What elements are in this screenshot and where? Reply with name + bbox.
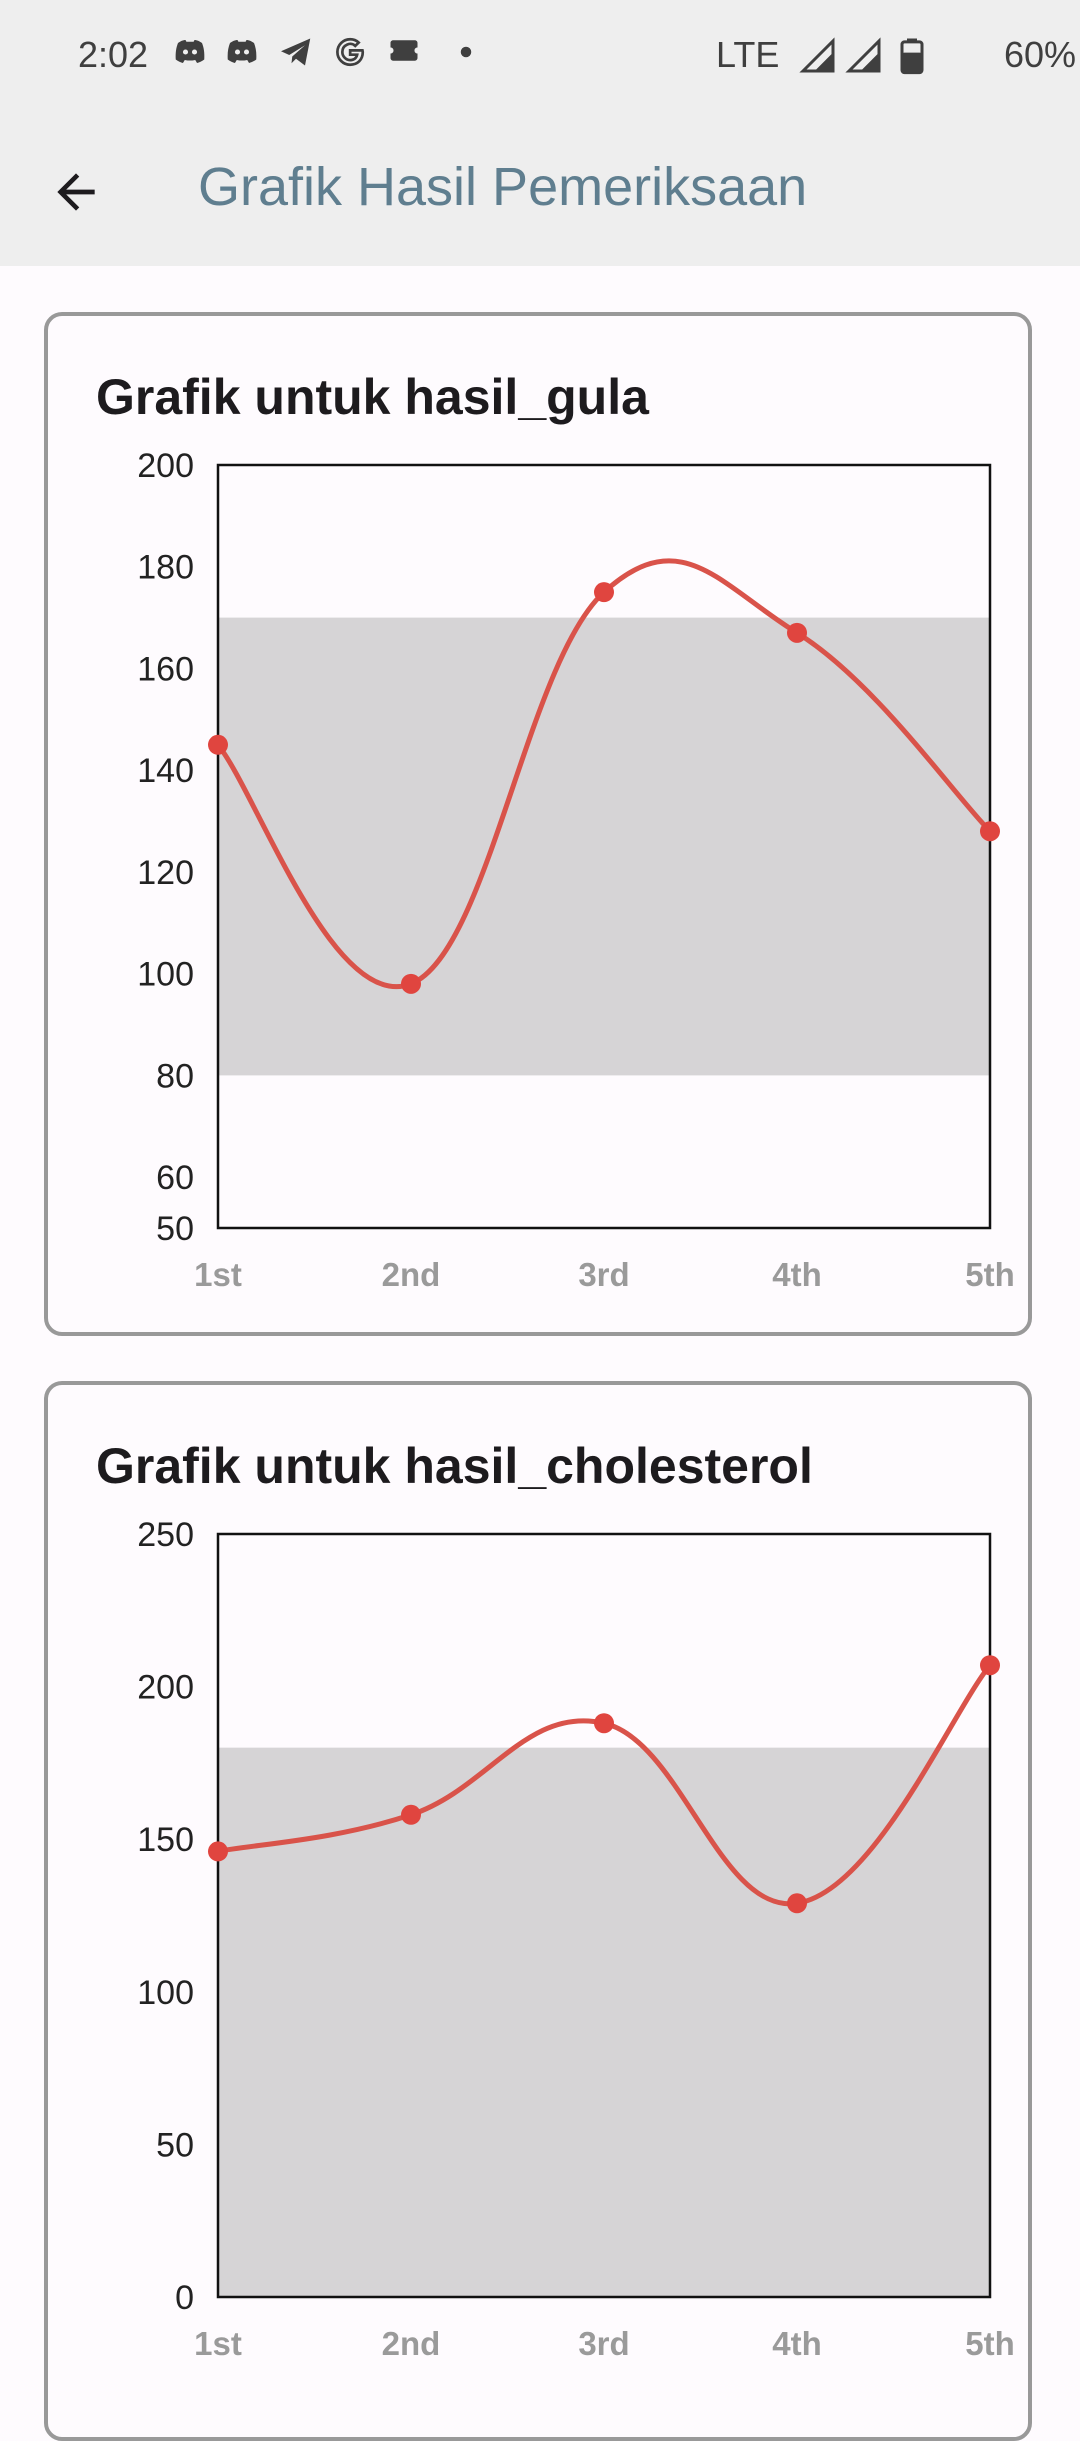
x-tick-label: 3rd <box>578 2325 629 2362</box>
y-tick-label: 140 <box>137 752 194 790</box>
status-right: LTE 60% <box>680 30 1080 80</box>
y-tick-label: 250 <box>137 1516 194 1554</box>
line-chart-cholesterol: 0 50 100 150 200 250 1st 2nd 3rd 4th 5th <box>137 1516 1015 2362</box>
y-tick-label: 50 <box>156 2126 194 2164</box>
page-title: Grafik Hasil Pemeriksaan <box>198 157 808 217</box>
signal-icon <box>799 37 835 73</box>
discord-icon <box>175 40 205 63</box>
y-tick-label: 80 <box>156 1057 194 1095</box>
x-tick-label: 5th <box>965 2325 1015 2362</box>
x-tick-label: 4th <box>772 2325 822 2362</box>
x-tick-label: 3rd <box>578 1256 629 1293</box>
message-icon <box>390 40 418 61</box>
data-point[interactable] <box>208 1841 228 1862</box>
y-tick-label: 200 <box>137 447 194 485</box>
data-point[interactable] <box>594 582 614 603</box>
y-tick-label: 200 <box>137 1669 194 1707</box>
data-point[interactable] <box>787 1893 807 1914</box>
series-line <box>217 1663 992 1907</box>
x-tick-label: 1st <box>194 1256 242 1293</box>
network-type: LTE <box>716 34 780 75</box>
data-point[interactable] <box>787 622 807 643</box>
battery-icon <box>900 38 924 75</box>
x-tick-label: 2nd <box>382 2325 441 2362</box>
data-point[interactable] <box>401 1804 421 1825</box>
discord-icon <box>227 40 257 63</box>
google-icon <box>336 37 365 67</box>
back-button[interactable] <box>36 152 116 232</box>
y-tick-label: 100 <box>137 956 194 994</box>
series-line <box>216 558 992 990</box>
y-tick-label: 120 <box>137 854 194 892</box>
chart-title: Grafik untuk hasil_cholesterol <box>96 1438 813 1494</box>
x-tick-label: 4th <box>772 1256 822 1293</box>
y-tick-label: 100 <box>137 1974 194 2012</box>
battery-percentage: 60% <box>1004 34 1077 75</box>
normal-range-band <box>218 1747 990 2297</box>
data-point[interactable] <box>208 734 228 755</box>
normal-range-band <box>218 617 990 1076</box>
plot-border <box>216 463 992 1230</box>
app-bar: Grafik Hasil Pemeriksaan <box>0 112 1080 266</box>
chart-card-gula: Grafik untuk hasil_gula 50 60 80 100 120 140 1… <box>44 312 1032 1336</box>
x-tick-label: 1st <box>194 2325 242 2362</box>
y-tick-label: 50 <box>156 1210 194 1248</box>
status-time: 2:02 <box>78 34 149 75</box>
dot-icon <box>460 46 472 58</box>
y-tick-label: 150 <box>137 1821 194 1859</box>
data-point[interactable] <box>980 821 1000 842</box>
y-tick-label: 160 <box>137 650 194 688</box>
arrow-back-icon <box>57 173 95 211</box>
status-bar: 2:02 LTE <box>0 0 1080 112</box>
data-point[interactable] <box>980 1655 1000 1676</box>
chart-card-cholesterol: Grafik untuk hasil_cholesterol 0 50 100 150… <box>44 1381 1032 2441</box>
telegram-icon <box>281 38 311 66</box>
x-tick-label: 5th <box>965 1256 1015 1293</box>
data-point[interactable] <box>401 973 421 994</box>
y-tick-label: 60 <box>156 1159 194 1197</box>
data-point[interactable] <box>594 1713 614 1734</box>
plot-border <box>216 1532 992 2299</box>
line-chart-gula: 50 60 80 100 120 140 160 180 200 1st 2nd 3rd 4th 5th <box>137 447 1015 1293</box>
y-tick-label: 180 <box>137 549 194 587</box>
y-tick-label: 0 <box>175 2279 194 2317</box>
chart-title: Grafik untuk hasil_gula <box>96 369 649 425</box>
signal-icon <box>845 37 881 73</box>
x-tick-label: 2nd <box>382 1256 441 1293</box>
